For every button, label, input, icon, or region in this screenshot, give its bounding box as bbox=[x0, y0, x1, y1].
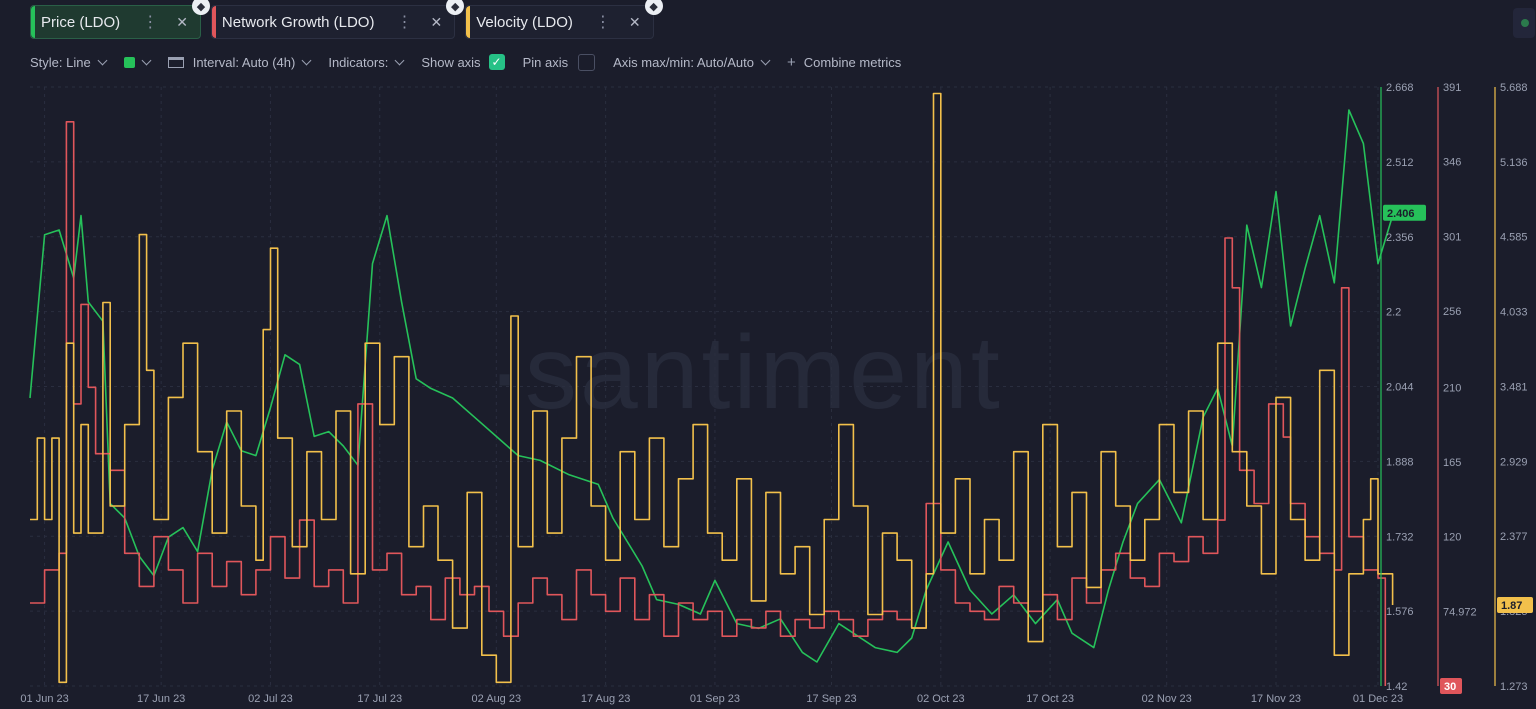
close-icon[interactable]: ✕ bbox=[176, 13, 188, 30]
y-tick-label: 210 bbox=[1443, 382, 1461, 394]
interval-label: Interval: Auto (4h) bbox=[192, 54, 296, 70]
close-icon[interactable]: ✕ bbox=[430, 13, 443, 30]
y-tick-label: 2.2 bbox=[1386, 307, 1401, 319]
y-tick-label: 391 bbox=[1443, 82, 1461, 94]
y-tick-label: 4.033 bbox=[1500, 307, 1528, 319]
y-tick-label: 74.972 bbox=[1443, 606, 1477, 618]
axes-layer: 01 Jun 23 17 Jun 23 02 Jul 23 17 Jul 23 02 A… bbox=[20, 82, 1533, 705]
y-tick-label: 1.42 bbox=[1386, 681, 1407, 693]
y-tick-label: 5.688 bbox=[1500, 82, 1528, 94]
y-tick-label: 1.888 bbox=[1386, 456, 1414, 468]
series-line bbox=[30, 92, 1394, 684]
x-tick-label: 17 Nov 23 bbox=[1251, 693, 1301, 705]
current-value-label: 2.406 bbox=[1387, 208, 1415, 220]
watermark: ·santiment bbox=[487, 315, 1003, 431]
interval-dropdown[interactable]: Interval: Auto (4h) bbox=[167, 54, 312, 70]
style-label: Style: Line bbox=[30, 54, 91, 70]
ethereum-icon: ◆ bbox=[446, 0, 465, 15]
x-tick-label: 17 Oct 23 bbox=[1026, 693, 1074, 705]
series-line bbox=[30, 121, 1387, 686]
chart-toolbar: Style: Line Interval: Auto (4h) Indicato… bbox=[30, 52, 919, 72]
grid bbox=[30, 86, 1379, 687]
color-swatch bbox=[123, 56, 135, 68]
pin-axis-toggle[interactable]: Pin axis bbox=[522, 53, 596, 71]
y-tick-label: 120 bbox=[1443, 532, 1461, 544]
plus-icon: + bbox=[787, 53, 796, 71]
metric-tabs: Price (LDO) ⋮ ✕ ◆ Network Growth (LDO) ⋮… bbox=[30, 0, 663, 41]
checkbox-unchecked-icon[interactable] bbox=[578, 53, 596, 71]
tab-label: Price (LDO) bbox=[41, 13, 121, 31]
current-value-label: 1.87 bbox=[1501, 600, 1522, 612]
tab-color-bar bbox=[211, 6, 216, 38]
y-tick-label: 2.356 bbox=[1386, 232, 1414, 244]
tab-price[interactable]: Price (LDO) ⋮ ✕ ◆ bbox=[30, 0, 210, 39]
x-tick-label: 01 Dec 23 bbox=[1353, 693, 1403, 705]
x-tick-label: 17 Sep 23 bbox=[806, 693, 856, 705]
x-tick-label: 17 Jul 23 bbox=[357, 693, 402, 705]
combine-metrics-button[interactable]: + Combine metrics bbox=[787, 54, 901, 71]
more-icon[interactable]: ⋮ bbox=[594, 14, 611, 31]
y-tick-label: 2.377 bbox=[1500, 531, 1528, 543]
x-tick-label: 17 Jun 23 bbox=[137, 693, 185, 705]
tab-velocity[interactable]: Velocity (LDO) ⋮ ✕ ◆ bbox=[465, 0, 663, 39]
axis-maxmin-dropdown[interactable]: Axis max/min: Auto/Auto bbox=[613, 54, 771, 70]
tab-network-growth[interactable]: Network Growth (LDO) ⋮ ✕ ◆ bbox=[210, 0, 465, 39]
show-axis-toggle[interactable]: Show axis ✓ bbox=[421, 54, 505, 70]
status-dot-icon bbox=[1521, 19, 1529, 27]
more-icon[interactable]: ⋮ bbox=[142, 14, 159, 31]
status-toggle-button[interactable] bbox=[1513, 8, 1535, 38]
y-tick-label: 256 bbox=[1443, 306, 1461, 318]
y-tick-label: 1.576 bbox=[1386, 606, 1414, 618]
checkbox-checked-icon[interactable]: ✓ bbox=[488, 54, 505, 70]
y-tick-label: 165 bbox=[1443, 457, 1461, 469]
tab-color-bar bbox=[31, 6, 35, 38]
indicators-label: Indicators: bbox=[328, 54, 389, 70]
ethereum-icon: ◆ bbox=[191, 0, 210, 15]
y-tick-label: 5.136 bbox=[1500, 157, 1528, 169]
y-tick-label: 346 bbox=[1443, 157, 1461, 169]
x-tick-label: 02 Aug 23 bbox=[472, 693, 522, 705]
y-tick-label: 301 bbox=[1443, 231, 1461, 243]
tab-label: Velocity (LDO) bbox=[476, 13, 573, 31]
x-tick-label: 01 Sep 23 bbox=[690, 693, 740, 705]
x-tick-label: 01 Jun 23 bbox=[20, 693, 68, 705]
pin-axis-label: Pin axis bbox=[522, 54, 569, 70]
series-layer bbox=[29, 92, 1394, 686]
y-tick-label: 2.512 bbox=[1386, 157, 1414, 169]
y-tick-label: 1.273 bbox=[1500, 681, 1528, 693]
tab-label: Network Growth (LDO) bbox=[221, 13, 375, 31]
current-value-badge bbox=[1440, 678, 1462, 694]
x-tick-label: 02 Oct 23 bbox=[917, 693, 965, 705]
tab-color-bar bbox=[466, 6, 471, 38]
current-value-badge bbox=[1383, 204, 1426, 221]
more-icon[interactable]: ⋮ bbox=[396, 14, 413, 31]
x-tick-label: 02 Jul 23 bbox=[248, 693, 293, 705]
series-line bbox=[29, 109, 1394, 663]
y-tick-label: 4.585 bbox=[1500, 232, 1528, 244]
x-tick-label: 17 Aug 23 bbox=[581, 693, 631, 705]
style-dropdown[interactable]: Style: Line bbox=[30, 54, 108, 70]
ethereum-icon: ◆ bbox=[644, 0, 663, 15]
y-tick-label: 3.481 bbox=[1500, 381, 1528, 393]
y-tick-label: 2.929 bbox=[1500, 456, 1528, 468]
current-value-label: 30 bbox=[1444, 681, 1456, 693]
x-tick-label: 02 Nov 23 bbox=[1142, 693, 1192, 705]
interval-icon bbox=[167, 56, 184, 68]
y-tick-label: 2.044 bbox=[1386, 382, 1414, 394]
indicators-dropdown[interactable]: Indicators: bbox=[328, 54, 405, 70]
combine-metrics-label: Combine metrics bbox=[803, 54, 902, 70]
axis-maxmin-label: Axis max/min: Auto/Auto bbox=[613, 54, 754, 70]
y-tick-label: 2.668 bbox=[1386, 82, 1414, 94]
close-icon[interactable]: ✕ bbox=[628, 13, 641, 30]
color-picker[interactable] bbox=[123, 55, 152, 68]
current-value-badge bbox=[1497, 597, 1533, 614]
show-axis-label: Show axis bbox=[421, 54, 481, 70]
y-tick-label: 1.732 bbox=[1386, 531, 1414, 543]
